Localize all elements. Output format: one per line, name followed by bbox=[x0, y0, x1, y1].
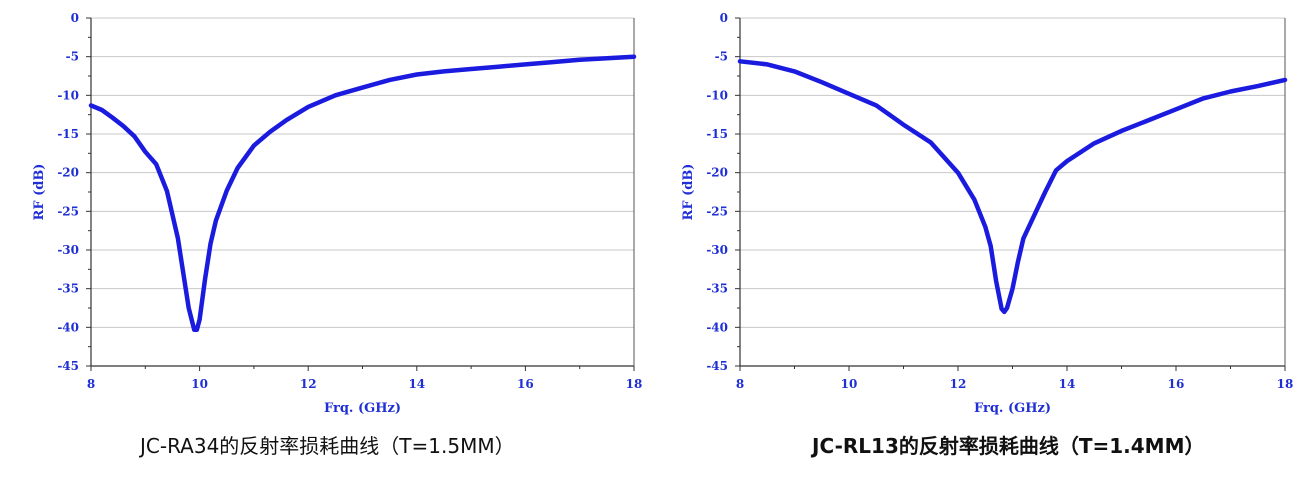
x-tick-label: 18 bbox=[1277, 377, 1294, 391]
figure: 0 -5 -10 -15 -20 -25 -30 -35 -40 -45 8 10 12 14 16 18 Fr… bbox=[32, 11, 1293, 416]
series-line bbox=[737, 59, 1288, 315]
y-tick-label: -15 bbox=[57, 127, 79, 141]
x-axis-label: Frq. (GHz) bbox=[324, 401, 401, 416]
x-tick-label: 14 bbox=[1059, 377, 1076, 391]
caption-left: JC-RA34的反射率损耗曲线（T=1.5MM） bbox=[140, 434, 515, 458]
y-tick-label: -15 bbox=[706, 127, 728, 141]
y-tick-label: 0 bbox=[71, 11, 79, 25]
y-tick-label: -40 bbox=[706, 320, 728, 334]
y-tick-label: -5 bbox=[715, 50, 728, 64]
x-tick-label: 16 bbox=[1168, 377, 1185, 391]
chart-right: 0 -5 -10 -15 -20 -25 -30 -35 -40 -45 8 10 12 14 16 18 Fr… bbox=[681, 11, 1293, 416]
y-axis-label: RF (dB) bbox=[32, 164, 47, 221]
y-axis-label: RF (dB) bbox=[681, 164, 696, 221]
x-tick-label: 10 bbox=[841, 377, 858, 391]
x-tick-label: 8 bbox=[736, 377, 744, 391]
y-tick-label: -10 bbox=[57, 88, 79, 102]
x-axis-label: Frq. (GHz) bbox=[974, 401, 1051, 416]
chart-left: 0 -5 -10 -15 -20 -25 -30 -35 -40 -45 8 10 12 14 16 18 Fr… bbox=[32, 11, 642, 416]
y-tick-label: -25 bbox=[57, 204, 79, 218]
x-tick-label: 12 bbox=[300, 377, 317, 391]
y-tick-label: -35 bbox=[57, 282, 79, 296]
y-tick-label: -10 bbox=[706, 88, 728, 102]
x-tick-label: 16 bbox=[517, 377, 534, 391]
x-tick-label: 14 bbox=[408, 377, 425, 391]
y-tick-label: -30 bbox=[706, 243, 728, 257]
y-tick-label: -35 bbox=[706, 282, 728, 296]
caption-right: JC-RL13的反射率损耗曲线（T=1.4MM） bbox=[812, 434, 1205, 458]
y-tick-label: -45 bbox=[706, 359, 728, 373]
series-line bbox=[88, 54, 637, 332]
y-tick-label: -20 bbox=[706, 166, 728, 180]
y-tick-label: -20 bbox=[57, 166, 79, 180]
y-tick-label: -40 bbox=[57, 320, 79, 334]
y-tick-label: 0 bbox=[720, 11, 728, 25]
y-tick-label: -45 bbox=[57, 359, 79, 373]
x-tick-label: 10 bbox=[191, 377, 208, 391]
y-tick-label: -25 bbox=[706, 204, 728, 218]
y-tick-label: -5 bbox=[66, 50, 79, 64]
x-tick-label: 12 bbox=[950, 377, 967, 391]
x-tick-label: 8 bbox=[87, 377, 95, 391]
y-tick-label: -30 bbox=[57, 243, 79, 257]
x-tick-label: 18 bbox=[626, 377, 643, 391]
